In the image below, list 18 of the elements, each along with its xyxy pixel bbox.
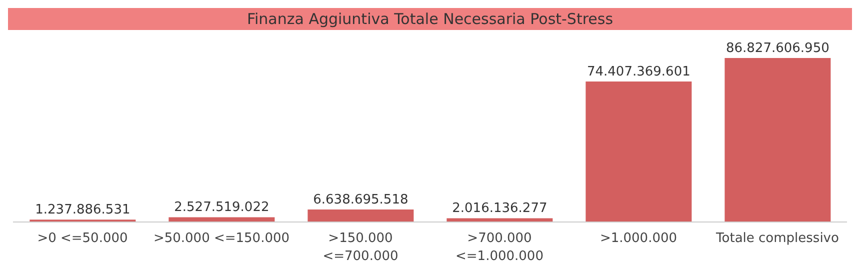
data-label: 86.827.606.950 [726,41,830,56]
x-tick-label: Totale complessivo [715,231,839,246]
x-tick-label: >0 <=50.000 [37,231,128,246]
data-label: 74.407.369.601 [586,64,690,80]
data-label: 6.638.695.518 [313,192,408,208]
data-label: 2.016.136.277 [452,201,548,216]
data-label: 1.237.886.531 [35,202,130,218]
bar [586,81,692,222]
x-tick-label: >700.000 <=1.000.000 [456,231,544,264]
bar [168,217,275,222]
x-tick-label: >1.000.000 [600,231,678,246]
x-tick-label: >150.000 <=700.000 [322,231,398,264]
data-label: 2.527.519.022 [174,200,270,216]
bar [724,58,831,222]
bar [308,209,414,222]
bar [446,218,553,222]
x-tick-label: >50.000 <=150.000 [153,231,290,246]
chart-title: Finanza Aggiuntiva Totale Necessaria Post-Stress [8,8,852,30]
